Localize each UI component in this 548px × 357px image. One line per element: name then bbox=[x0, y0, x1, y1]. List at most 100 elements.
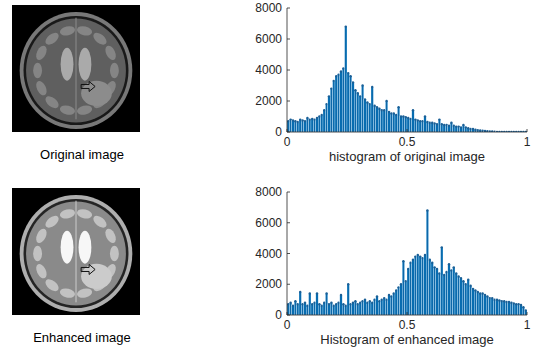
bar bbox=[405, 117, 407, 132]
stem-marker bbox=[407, 117, 409, 119]
stem bbox=[410, 263, 411, 315]
stem-marker bbox=[313, 118, 315, 120]
stem bbox=[369, 104, 370, 132]
stem bbox=[362, 301, 363, 315]
stem-marker bbox=[388, 294, 390, 296]
stem bbox=[391, 297, 392, 315]
bar bbox=[383, 298, 385, 315]
stem-marker bbox=[513, 302, 515, 304]
bar bbox=[477, 292, 479, 315]
stem-marker bbox=[321, 114, 323, 116]
bar bbox=[333, 306, 335, 315]
stem bbox=[357, 93, 358, 132]
stem bbox=[417, 255, 418, 315]
bar bbox=[381, 300, 383, 315]
stem-marker bbox=[323, 109, 325, 111]
stem-marker bbox=[453, 266, 455, 268]
stem-marker bbox=[414, 118, 416, 120]
bar bbox=[419, 121, 421, 132]
stem-marker bbox=[340, 70, 342, 72]
stem-marker bbox=[369, 300, 371, 302]
bar bbox=[325, 104, 327, 132]
stem-marker bbox=[436, 123, 438, 125]
stem bbox=[425, 255, 426, 315]
stem bbox=[336, 304, 337, 315]
bar bbox=[421, 121, 423, 132]
bar bbox=[517, 304, 519, 315]
stem bbox=[338, 75, 339, 132]
stem bbox=[379, 301, 380, 315]
stem bbox=[309, 293, 310, 315]
stem bbox=[461, 278, 462, 315]
stem bbox=[305, 121, 306, 132]
stem bbox=[393, 293, 394, 315]
x-tick bbox=[287, 129, 288, 132]
bar bbox=[385, 101, 387, 132]
stem-marker bbox=[489, 297, 491, 299]
stem-marker bbox=[345, 305, 347, 307]
stem-marker bbox=[421, 257, 423, 259]
bar bbox=[347, 284, 349, 315]
bar bbox=[313, 303, 315, 315]
bar bbox=[316, 118, 318, 132]
stem-marker bbox=[311, 303, 313, 305]
stem-marker bbox=[414, 255, 416, 257]
bar bbox=[323, 303, 325, 315]
bar bbox=[503, 301, 505, 315]
stem-marker bbox=[484, 294, 486, 296]
sulcus bbox=[34, 262, 49, 280]
stem-marker bbox=[431, 122, 433, 124]
bar bbox=[369, 301, 371, 315]
x-tick bbox=[527, 129, 528, 132]
bar bbox=[441, 247, 443, 315]
bar bbox=[318, 304, 320, 315]
stem bbox=[415, 257, 416, 315]
stem bbox=[398, 107, 399, 132]
stem-marker bbox=[474, 128, 476, 130]
stem bbox=[321, 115, 322, 132]
stem bbox=[494, 300, 495, 315]
stem-marker bbox=[433, 122, 435, 124]
stem-marker bbox=[517, 303, 519, 305]
stem bbox=[429, 260, 430, 315]
bar bbox=[330, 303, 332, 315]
stem bbox=[350, 304, 351, 315]
y-tick bbox=[287, 284, 290, 285]
skull bbox=[20, 195, 133, 312]
x-tick-label: 0.5 bbox=[399, 135, 416, 149]
bar bbox=[409, 119, 411, 132]
bar bbox=[421, 258, 423, 315]
y-tick bbox=[287, 315, 290, 316]
stem bbox=[365, 300, 366, 315]
x-tick-label: 1 bbox=[524, 135, 531, 149]
stem bbox=[451, 123, 452, 132]
stem-marker bbox=[445, 271, 447, 273]
stem bbox=[357, 304, 358, 315]
y-tick bbox=[287, 70, 290, 71]
stem-marker bbox=[441, 123, 443, 125]
stem-marker bbox=[462, 124, 464, 126]
stem-marker bbox=[474, 289, 476, 291]
image-caption: Enhanced image bbox=[33, 330, 131, 345]
bar bbox=[424, 117, 426, 133]
stem-marker bbox=[417, 119, 419, 121]
sulcus bbox=[43, 213, 61, 230]
stem bbox=[422, 258, 423, 315]
stem-marker bbox=[369, 103, 371, 105]
bar bbox=[388, 112, 390, 132]
bar bbox=[426, 210, 428, 315]
stem bbox=[492, 298, 493, 315]
stem-marker bbox=[366, 101, 368, 103]
stem bbox=[333, 81, 334, 132]
bar bbox=[306, 306, 308, 315]
stem bbox=[391, 113, 392, 132]
y-tick-label: 0 bbox=[275, 125, 282, 139]
stem bbox=[331, 89, 332, 132]
stem bbox=[446, 272, 447, 315]
bars bbox=[287, 25, 527, 132]
stem bbox=[470, 286, 471, 315]
image-background bbox=[12, 5, 140, 132]
bar bbox=[304, 121, 306, 132]
sulcus bbox=[33, 246, 42, 261]
bar bbox=[337, 75, 339, 132]
